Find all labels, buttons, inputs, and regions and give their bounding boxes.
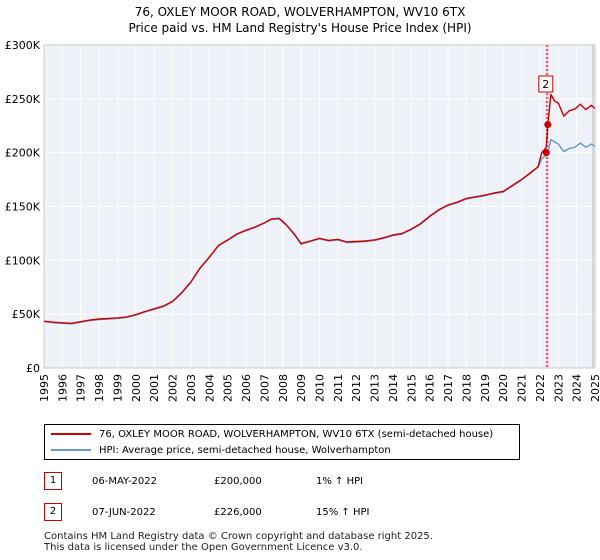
x-tick-label: 2024 (571, 374, 584, 402)
x-tick-label: 2008 (277, 374, 290, 402)
footer-line-1: Contains HM Land Registry data © Crown c… (44, 531, 433, 542)
x-tick-label: 2000 (130, 374, 143, 402)
sale-marker-box (538, 75, 554, 93)
x-tick-label: 2018 (460, 374, 473, 402)
x-tick-label: 2023 (552, 374, 565, 402)
x-tick-label: 1996 (56, 374, 69, 402)
x-tick-label: 2012 (350, 374, 363, 402)
x-tick-label: 2015 (405, 374, 418, 402)
legend-item-property: 76, OXLEY MOOR ROAD, WOLVERHAMPTON, WV10… (51, 427, 493, 443)
sale-hpi-change: 1% ↑ HPI (316, 476, 364, 487)
x-tick-label: 2014 (387, 374, 400, 402)
x-tick-label: 2001 (148, 374, 161, 402)
legend-swatch-hpi (51, 449, 91, 451)
plot-frame (43, 44, 596, 369)
x-tick-label: 2009 (295, 374, 308, 402)
x-tick-label: 2003 (185, 374, 198, 402)
legend-swatch-property (51, 433, 91, 435)
x-tick-label: 1999 (111, 374, 124, 402)
y-tick-label: £100K (5, 254, 41, 267)
price-chart: £0 £50K £100K £150K £200K £250K £300K 1995 1996 1… (5, 39, 600, 402)
sale-hpi-change: 15% ↑ HPI (316, 507, 370, 518)
x-tick-label: 2016 (424, 374, 437, 402)
chart-title: 76, OXLEY MOOR ROAD, WOLVERHAMPTON, WV10… (134, 5, 466, 19)
sale-marker-label: 2 (44, 503, 62, 521)
y-tick-label: £300K (5, 39, 41, 52)
sale-price: £226,000 (214, 507, 262, 518)
plot-area: £0 £50K £100K £150K £200K £250K £300K 1995 1996 1… (5, 39, 600, 402)
x-tick-label: 2005 (222, 374, 235, 402)
sale-point (542, 149, 550, 157)
x-tick-label: 2013 (369, 374, 382, 402)
chart-subtitle: Price paid vs. HM Land Registry's House … (128, 21, 472, 35)
y-tick-label: £200K (5, 147, 41, 160)
x-tick-label: 2021 (516, 374, 529, 402)
y-tick-label: £50K (12, 308, 41, 321)
sale-date: 06-MAY-2022 (92, 476, 158, 487)
x-tick-label: 2017 (442, 374, 455, 402)
x-tick-label: 2011 (332, 374, 345, 402)
x-tick-label: 1998 (93, 374, 106, 402)
sale-date: 07-JUN-2022 (92, 507, 156, 518)
y-tick-label: £150K (5, 201, 41, 214)
x-tick-label: 2022 (534, 374, 547, 402)
y-tick-label: £250K (5, 93, 41, 106)
legend-label-hpi: HPI: Average price, semi-detached house,… (99, 445, 391, 456)
x-tick-label: 2002 (167, 374, 180, 402)
x-tick-label: 1997 (75, 374, 88, 402)
sale-marker-box-label: 2 (542, 78, 549, 91)
series-line (43, 93, 596, 324)
y-tick-label: £0 (26, 362, 40, 375)
x-tick-label: 2004 (203, 374, 216, 402)
footer-line-2: This data is licensed under the Open Gov… (44, 542, 363, 553)
sale-marker-label: 1 (44, 472, 62, 490)
sale-price: £200,000 (214, 476, 262, 487)
x-tick-label: 2019 (479, 374, 492, 402)
legend-item-hpi: HPI: Average price, semi-detached house,… (51, 443, 391, 459)
legend: 76, OXLEY MOOR ROAD, WOLVERHAMPTON, WV10… (44, 424, 520, 460)
x-tick-label: 2020 (497, 374, 510, 402)
footer: Contains HM Land Registry data © Crown c… (44, 531, 433, 553)
sale-point (544, 121, 552, 129)
x-tick-label: 2010 (314, 374, 327, 402)
x-tick-label: 2006 (240, 374, 253, 402)
x-tick-label: 1995 (38, 374, 51, 402)
x-tick-label: 2025 (589, 374, 600, 402)
x-tick-label: 2007 (258, 374, 271, 402)
chart-title-block: 76, OXLEY MOOR ROAD, WOLVERHAMPTON, WV10… (0, 4, 600, 36)
legend-label-property: 76, OXLEY MOOR ROAD, WOLVERHAMPTON, WV10… (99, 429, 494, 440)
